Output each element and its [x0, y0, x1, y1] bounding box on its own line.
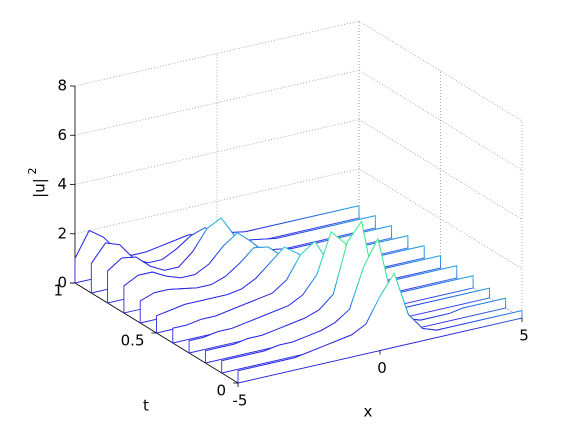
y-tick-label: 0: [216, 382, 226, 400]
grid-line: [358, 69, 523, 171]
z-axis-label-exponent: 2: [26, 168, 39, 175]
x-tick-label: -5: [233, 392, 248, 410]
waterfall-line: [188, 231, 474, 342]
waterfall-line: [172, 240, 457, 329]
waterfall-line: [221, 237, 506, 362]
y-tick-label: 0.5: [121, 332, 145, 350]
x-tick-label: 5: [519, 327, 529, 345]
x-tick-label: 0: [377, 359, 387, 377]
z-tick-label: 2: [57, 224, 67, 242]
waterfall-line: [205, 220, 490, 352]
z-tick-label: 6: [57, 126, 67, 144]
grid-line: [358, 20, 523, 122]
z-axis-label: |u|: [31, 178, 49, 198]
grid-line: [74, 168, 360, 235]
waterfall-line: [237, 272, 523, 372]
z-tick-label: 0: [57, 274, 67, 292]
grid-line: [74, 20, 360, 87]
z-tick-label: 4: [57, 175, 67, 193]
z-tick-label: 8: [57, 77, 67, 95]
y-axis-label: t: [143, 397, 149, 415]
grid-line: [358, 168, 523, 270]
waterfall-line: [156, 246, 441, 317]
x-axis-label: x: [364, 403, 373, 421]
grid-line: [74, 119, 360, 185]
grid-line: [74, 69, 360, 136]
y-tick-label: 1: [53, 282, 63, 300]
grid-line: [358, 119, 523, 220]
z-axis-label-group: |u| 2: [26, 168, 49, 198]
plot-area: [70, 20, 523, 387]
